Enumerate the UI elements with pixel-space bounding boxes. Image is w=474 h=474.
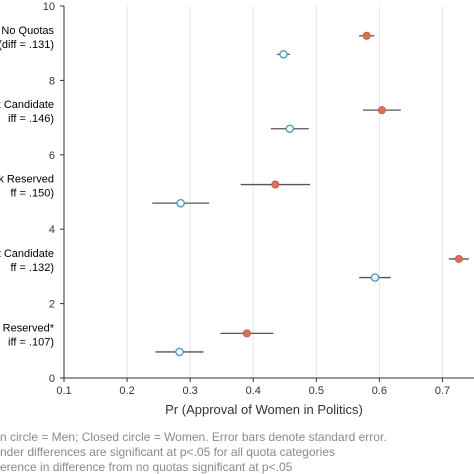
y-tick-label: 2 xyxy=(49,299,55,311)
y-tick-label: 4 xyxy=(49,224,55,236)
x-tick-label: 0.5 xyxy=(309,385,324,397)
category-diff-label: (diff = .131) xyxy=(0,39,54,51)
category-label: No Quotas xyxy=(1,25,54,37)
men-point xyxy=(176,198,185,208)
category-diff-label: ff = .132) xyxy=(10,262,54,274)
y-tick-label: 8 xyxy=(49,75,55,87)
men-point xyxy=(279,50,288,59)
men-point xyxy=(175,347,184,357)
x-tick-label: 0.1 xyxy=(56,385,71,397)
x-tick-label: 0.3 xyxy=(183,385,198,397)
axis-ticks: 0.1 0.2 0.3 0.4 0.5 0.6 0.7 0 2 4 6 8 10 xyxy=(43,1,450,397)
category-label: ak Reserved xyxy=(0,174,54,186)
women-point xyxy=(454,254,463,263)
category-diff-label: ff = .150) xyxy=(10,188,54,200)
x-tick-label: 0.7 xyxy=(435,385,450,397)
x-tick-label: 0.2 xyxy=(119,385,134,397)
category-label: st Candidate xyxy=(0,248,54,260)
footnote-diff-in-diff: erence in difference from no quotas sign… xyxy=(0,460,293,474)
x-tick-label: 0.6 xyxy=(372,385,387,397)
axes xyxy=(63,6,474,379)
women-point xyxy=(377,106,386,115)
footnote-gender-differences: nder differences are significant at p<.0… xyxy=(0,445,335,459)
women-point xyxy=(271,180,280,189)
category-labels: No Quotas (diff = .131) k Candidate iff = .… xyxy=(0,25,55,349)
category-diff-label: iff = .146) xyxy=(8,113,54,125)
data-marks xyxy=(152,31,469,357)
grid-lines xyxy=(63,6,443,378)
y-tick-label: 0 xyxy=(49,373,55,385)
women-point xyxy=(242,329,251,338)
category-diff-label: iff = .107) xyxy=(8,336,54,348)
y-tick-label: 6 xyxy=(49,150,55,162)
y-tick-label: 10 xyxy=(43,1,55,13)
men-point xyxy=(370,273,380,282)
category-label: k Candidate xyxy=(0,99,54,111)
x-axis-title: Pr (Approval of Women in Politics) xyxy=(165,402,363,417)
category-label: t Reserved* xyxy=(0,322,55,334)
women-point xyxy=(362,31,371,40)
x-tick-label: 0.4 xyxy=(246,385,261,397)
footnote-legend: n circle = Men; Closed circle = Women. E… xyxy=(0,430,387,444)
men-point xyxy=(285,124,295,134)
